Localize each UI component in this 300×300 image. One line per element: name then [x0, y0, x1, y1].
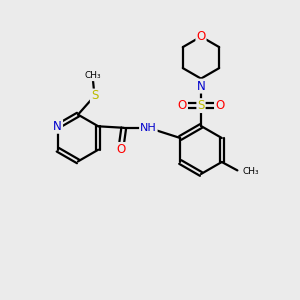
- Text: CH₃: CH₃: [85, 71, 101, 80]
- Text: O: O: [116, 143, 125, 156]
- Text: NH: NH: [140, 123, 157, 133]
- Text: CH₃: CH₃: [243, 167, 260, 176]
- Text: O: O: [215, 99, 224, 112]
- Text: N: N: [196, 80, 206, 93]
- Text: N: N: [53, 120, 62, 133]
- Text: O: O: [178, 99, 187, 112]
- Text: O: O: [196, 30, 206, 43]
- Text: S: S: [197, 99, 205, 112]
- Text: S: S: [91, 89, 98, 103]
